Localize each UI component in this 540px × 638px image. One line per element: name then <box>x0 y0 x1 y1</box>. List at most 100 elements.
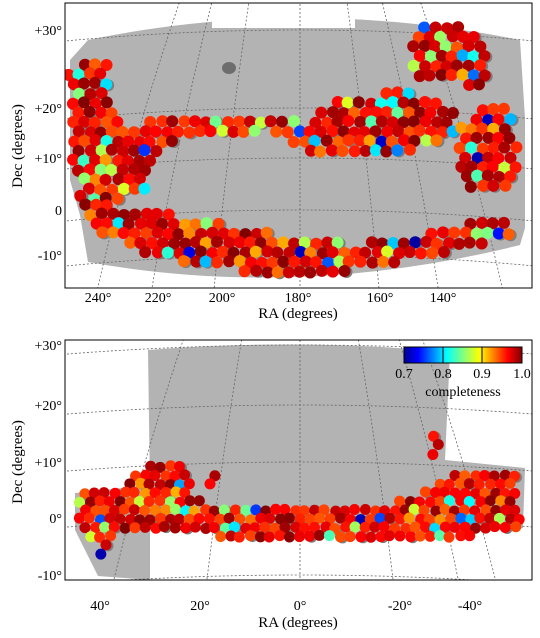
pointing <box>283 246 296 259</box>
pointing <box>103 496 115 508</box>
pointing <box>465 514 477 526</box>
masked-region <box>212 3 355 28</box>
pointing <box>230 504 242 516</box>
pointing <box>145 217 158 230</box>
pointing <box>116 126 129 139</box>
grid-line <box>120 574 480 580</box>
y-tick-label: +20° <box>35 399 63 414</box>
pointing <box>480 522 492 534</box>
pointing <box>488 470 500 482</box>
pointing <box>99 173 112 186</box>
pointing <box>216 245 229 258</box>
pointing <box>140 469 152 481</box>
x-tick-label: 0° <box>294 599 307 614</box>
pointing <box>183 126 196 139</box>
pointing <box>498 141 511 154</box>
pointing <box>216 124 229 137</box>
pointing <box>493 170 506 183</box>
pointing <box>171 125 184 138</box>
pointing <box>271 246 284 259</box>
pointing <box>279 503 291 515</box>
pointing <box>492 132 505 145</box>
pointing <box>183 246 196 259</box>
pointing <box>233 531 245 543</box>
pointing <box>463 236 476 249</box>
pointing <box>154 495 166 507</box>
colorbar-tick-label: 1.0 <box>513 367 531 382</box>
pointing <box>333 255 346 268</box>
pointing <box>471 152 484 165</box>
pointing <box>394 513 406 525</box>
pointing <box>502 228 515 241</box>
pointing <box>467 30 480 43</box>
pointing <box>484 495 496 507</box>
pointing <box>288 237 301 250</box>
pointing <box>365 531 377 543</box>
pointing <box>283 531 295 543</box>
pointing <box>464 180 477 193</box>
pointing <box>308 521 320 533</box>
pointing <box>380 145 393 158</box>
grid-line <box>113 340 184 580</box>
x-tick-label: 20° <box>190 599 210 614</box>
pointing <box>264 512 276 524</box>
pointing <box>315 106 328 119</box>
pointing <box>125 513 137 525</box>
pointing <box>320 134 333 147</box>
pointing <box>228 521 240 533</box>
pointing <box>123 173 136 186</box>
pointing <box>100 116 113 129</box>
pointing <box>90 217 103 230</box>
pointing <box>95 207 108 220</box>
pointing <box>355 531 367 543</box>
pointing <box>484 512 496 524</box>
y-tick-label: +30° <box>35 24 63 39</box>
pointing <box>105 125 118 138</box>
pointing <box>138 144 151 157</box>
pointing <box>88 116 101 129</box>
pointing <box>294 513 306 525</box>
pointing <box>349 246 362 259</box>
pointing <box>380 87 393 100</box>
pointing <box>184 495 196 507</box>
pointing <box>435 49 448 62</box>
pointing <box>105 143 118 156</box>
pointing <box>281 126 294 139</box>
pointing <box>489 521 501 533</box>
pointing <box>397 237 410 250</box>
pointing <box>106 183 119 196</box>
pointing <box>475 496 487 508</box>
pointing <box>133 172 146 185</box>
pointing <box>397 116 410 129</box>
pointing <box>321 236 334 249</box>
pointing <box>326 265 339 278</box>
pointing <box>168 237 181 250</box>
pointing <box>391 86 404 99</box>
pointing <box>139 125 152 138</box>
pointing <box>179 237 192 250</box>
pointing <box>482 151 495 164</box>
pointing <box>72 125 85 138</box>
pointing <box>504 170 517 183</box>
pointing <box>105 530 117 542</box>
pointing <box>481 226 494 239</box>
pointing <box>240 504 252 516</box>
pointing <box>450 59 463 72</box>
pointing <box>304 513 316 525</box>
x-axis-label: RA (degrees) <box>258 615 338 631</box>
x-tick-label: 240° <box>85 291 112 306</box>
pointing <box>183 478 195 490</box>
pointing <box>112 154 125 167</box>
pointing <box>469 522 481 534</box>
y-tick-label: +20° <box>35 102 63 117</box>
pointing <box>369 521 381 533</box>
pointing <box>200 217 213 230</box>
pointing <box>334 531 346 543</box>
pointing <box>193 495 205 507</box>
pointing <box>431 116 444 129</box>
pointing <box>304 144 317 157</box>
pointing <box>189 218 202 231</box>
pointing <box>474 40 487 53</box>
pointing <box>487 103 500 116</box>
pointing <box>479 469 491 481</box>
